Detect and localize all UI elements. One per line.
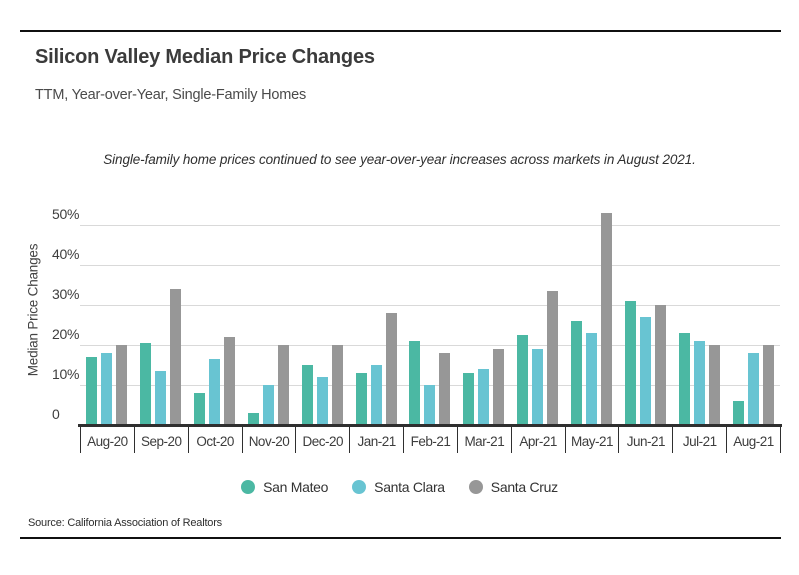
x-tick-label-aug-20: Aug-20 bbox=[80, 427, 134, 453]
bar-santa-cruz-dec-20 bbox=[331, 345, 343, 425]
y-tick-label-0: 0 bbox=[52, 406, 60, 422]
x-tick-label-oct-20: Oct-20 bbox=[187, 427, 242, 453]
bar-group-nov-20 bbox=[242, 185, 296, 425]
bar-santa-cruz-feb-21 bbox=[439, 353, 451, 425]
bar-group-aug-20 bbox=[80, 185, 134, 425]
bar-san-mateo-jul-21 bbox=[678, 333, 690, 425]
bar-san-mateo-aug-21 bbox=[732, 401, 744, 425]
legend: San Mateo Santa Clara Santa Cruz bbox=[0, 479, 799, 495]
chart-title: Silicon Valley Median Price Changes bbox=[35, 46, 375, 68]
x-tick-label-aug-21: Aug-21 bbox=[726, 427, 780, 453]
bar-santa-clara-may-21 bbox=[586, 333, 598, 425]
gridline-40 bbox=[80, 265, 780, 266]
bar-groups bbox=[80, 185, 780, 425]
x-tick-label-dec-20: Dec-20 bbox=[295, 427, 349, 453]
x-tick-label-jan-21: Jan-21 bbox=[349, 427, 403, 453]
legend-label: Santa Clara bbox=[374, 479, 445, 495]
bar-santa-clara-mar-21 bbox=[478, 369, 490, 425]
legend-item-santa-cruz: Santa Cruz bbox=[468, 479, 558, 495]
x-axis-line bbox=[78, 424, 782, 427]
gridline-20 bbox=[80, 345, 780, 346]
bar-group-may-21 bbox=[565, 185, 619, 425]
chart-annotation: Single-family home prices continued to s… bbox=[103, 152, 696, 167]
x-tick-label-apr-21: Apr-21 bbox=[510, 427, 565, 453]
legend-swatch-icon bbox=[468, 480, 483, 494]
legend-item-santa-clara: Santa Clara bbox=[352, 479, 445, 495]
bar-group-mar-21 bbox=[457, 185, 511, 425]
x-tick-label-may-21: May-21 bbox=[564, 427, 619, 453]
x-axis-labels: Aug-20 Sep-20 Oct-20 Nov-20 Dec-20 Jan-21 Feb-… bbox=[80, 427, 781, 453]
top-rule bbox=[20, 30, 781, 32]
bar-santa-clara-jul-21 bbox=[693, 341, 705, 425]
bar-santa-clara-apr-21 bbox=[532, 349, 544, 425]
bar-group-apr-21 bbox=[511, 185, 565, 425]
bar-san-mateo-feb-21 bbox=[409, 341, 421, 425]
bar-santa-cruz-may-21 bbox=[601, 213, 613, 425]
bar-group-feb-21 bbox=[403, 185, 457, 425]
bar-san-mateo-oct-20 bbox=[194, 393, 206, 425]
bar-group-dec-20 bbox=[295, 185, 349, 425]
bar-santa-clara-aug-21 bbox=[747, 353, 759, 425]
bar-santa-cruz-jun-21 bbox=[654, 305, 666, 425]
x-tick-label-feb-21: Feb-21 bbox=[403, 427, 457, 453]
bar-group-jun-21 bbox=[618, 185, 672, 425]
bar-san-mateo-may-21 bbox=[571, 321, 583, 425]
bottom-rule bbox=[20, 537, 781, 539]
bar-san-mateo-jun-21 bbox=[624, 301, 636, 425]
x-tick-label-jun-21: Jun-21 bbox=[618, 427, 672, 453]
bar-san-mateo-apr-21 bbox=[517, 335, 529, 425]
x-tick-label-nov-20: Nov-20 bbox=[241, 427, 296, 453]
bar-san-mateo-aug-20 bbox=[86, 357, 98, 425]
bar-santa-cruz-aug-21 bbox=[762, 345, 774, 425]
bar-santa-clara-nov-20 bbox=[262, 385, 274, 425]
y-axis-title: Median Price Changes bbox=[25, 243, 41, 377]
legend-label: Santa Cruz bbox=[490, 479, 558, 495]
x-tick-label-jul-21: Jul-21 bbox=[672, 427, 726, 453]
bar-group-jan-21 bbox=[349, 185, 403, 425]
y-tick-label-50: 50% bbox=[52, 206, 80, 222]
legend-item-san-mateo: San Mateo bbox=[241, 479, 328, 495]
bar-group-aug-21 bbox=[726, 185, 780, 425]
bar-san-mateo-nov-20 bbox=[247, 413, 259, 425]
bar-santa-cruz-jan-21 bbox=[385, 313, 397, 425]
source-note: Source: California Association of Realto… bbox=[28, 517, 222, 529]
bar-san-mateo-mar-21 bbox=[463, 373, 475, 425]
y-tick-label-40: 40% bbox=[52, 246, 80, 262]
bar-san-mateo-sep-20 bbox=[140, 343, 152, 425]
chart-subtitle: TTM, Year-over-Year, Single-Family Homes bbox=[35, 87, 307, 103]
bar-santa-clara-dec-20 bbox=[316, 377, 328, 425]
gridline-50 bbox=[80, 225, 780, 226]
x-tick-label-mar-21: Mar-21 bbox=[456, 427, 511, 453]
x-tick-label-sep-20: Sep-20 bbox=[133, 427, 188, 453]
legend-label: San Mateo bbox=[263, 479, 329, 495]
bar-santa-cruz-mar-21 bbox=[493, 349, 505, 425]
bar-santa-cruz-nov-20 bbox=[277, 345, 289, 425]
bar-santa-cruz-sep-20 bbox=[170, 289, 182, 425]
bar-santa-clara-jan-21 bbox=[370, 365, 382, 425]
bar-santa-clara-sep-20 bbox=[155, 371, 167, 425]
bar-santa-clara-aug-20 bbox=[101, 353, 113, 425]
legend-swatch-icon bbox=[241, 480, 256, 494]
plot-area: 0 10% 20% 30% 40% 50% bbox=[52, 185, 780, 425]
bar-santa-clara-oct-20 bbox=[209, 359, 221, 425]
y-tick-label-10: 10% bbox=[52, 366, 80, 382]
bar-santa-cruz-oct-20 bbox=[224, 337, 236, 425]
bar-group-jul-21 bbox=[672, 185, 726, 425]
bar-santa-cruz-apr-21 bbox=[547, 291, 559, 425]
bar-san-mateo-dec-20 bbox=[301, 365, 313, 425]
bar-santa-clara-feb-21 bbox=[424, 385, 436, 425]
bar-santa-cruz-jul-21 bbox=[708, 345, 720, 425]
bar-group-sep-20 bbox=[134, 185, 188, 425]
bar-santa-cruz-aug-20 bbox=[116, 345, 128, 425]
bar-san-mateo-jan-21 bbox=[355, 373, 367, 425]
gridline-30 bbox=[80, 305, 780, 306]
bar-group-oct-20 bbox=[188, 185, 242, 425]
bar-santa-clara-jun-21 bbox=[639, 317, 651, 425]
y-tick-label-20: 20% bbox=[52, 326, 80, 342]
legend-swatch-icon bbox=[352, 480, 367, 494]
y-tick-label-30: 30% bbox=[52, 286, 80, 302]
